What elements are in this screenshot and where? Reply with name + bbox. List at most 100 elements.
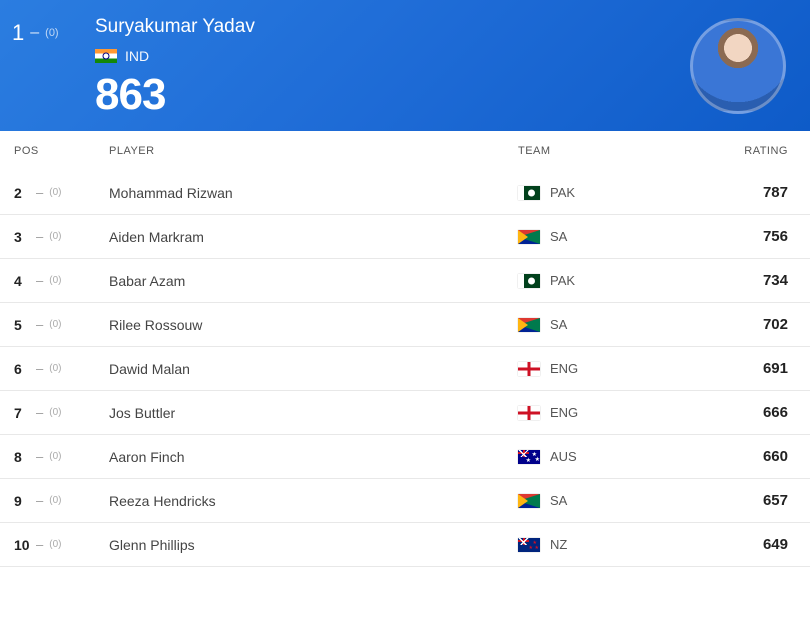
- rating-value: 691: [698, 360, 788, 377]
- table-row[interactable]: 7–(0)Jos ButtlerENG666: [0, 391, 810, 435]
- table-row[interactable]: 10–(0)Glenn PhillipsNZ649: [0, 523, 810, 567]
- pos-cell: 5–(0): [14, 317, 109, 333]
- pos-cell: 3–(0): [14, 229, 109, 245]
- change-value: (0): [49, 187, 61, 198]
- rank-number: 5: [14, 317, 30, 333]
- pos-cell: 6–(0): [14, 361, 109, 377]
- header-player: PLAYER: [109, 145, 518, 157]
- player-avatar-icon: [690, 18, 786, 114]
- change-value: (0): [49, 363, 61, 374]
- hero-ranking-card: 1 – (0) Suryakumar Yadav IND 863: [0, 0, 810, 131]
- rank-number: 6: [14, 361, 30, 377]
- table-row[interactable]: 9–(0)Reeza HendricksSA657: [0, 479, 810, 523]
- team-cell: SA: [518, 317, 698, 332]
- pak-flag-icon: [518, 186, 540, 200]
- pak-flag-icon: [518, 274, 540, 288]
- india-flag-icon: [95, 49, 117, 63]
- change-value: (0): [49, 319, 61, 330]
- player-name: Mohammad Rizwan: [109, 185, 518, 201]
- hero-rank-group: 1 – (0): [12, 20, 59, 46]
- change-value: (0): [49, 231, 61, 242]
- change-value: (0): [49, 451, 61, 462]
- sa-flag-icon: [518, 318, 540, 332]
- table-row[interactable]: 2–(0)Mohammad RizwanPAK787: [0, 171, 810, 215]
- aus-flag-icon: [518, 450, 540, 464]
- change-indicator: –: [36, 185, 43, 200]
- rank-number: 8: [14, 449, 30, 465]
- eng-flag-icon: [518, 362, 540, 376]
- pos-cell: 7–(0): [14, 405, 109, 421]
- team-cell: SA: [518, 493, 698, 508]
- team-code: ENG: [550, 405, 578, 420]
- player-name: Aaron Finch: [109, 449, 518, 465]
- team-cell: NZ: [518, 537, 698, 552]
- table-row[interactable]: 4–(0)Babar Azam PAK 734: [0, 259, 810, 303]
- change-value: (0): [49, 407, 61, 418]
- change-value: (0): [49, 539, 61, 550]
- team-cell: AUS: [518, 449, 698, 464]
- player-name: Rilee Rossouw: [109, 317, 518, 333]
- table-header-row: POS PLAYER TEAM RATING: [0, 131, 810, 171]
- header-rating: RATING: [698, 145, 788, 157]
- team-code: SA: [550, 317, 567, 332]
- rating-value: 660: [698, 448, 788, 465]
- pos-cell: 9–(0): [14, 493, 109, 509]
- team-code: SA: [550, 229, 567, 244]
- player-name: Reeza Hendricks: [109, 493, 518, 509]
- table-row[interactable]: 6–(0)Dawid MalanENG691: [0, 347, 810, 391]
- team-cell: PAK: [518, 273, 698, 288]
- rating-value: 649: [698, 536, 788, 553]
- team-code: AUS: [550, 449, 577, 464]
- change-indicator: –: [36, 317, 43, 332]
- rank-number: 4: [14, 273, 30, 289]
- rank-number: 2: [14, 185, 30, 201]
- change-indicator: –: [36, 493, 43, 508]
- hero-change-value: (0): [45, 27, 58, 39]
- rank-number: 10: [14, 537, 30, 553]
- change-indicator: –: [36, 405, 43, 420]
- hero-change-indicator: –: [30, 24, 39, 42]
- hero-team-code: IND: [125, 48, 149, 64]
- header-team: TEAM: [518, 145, 698, 157]
- team-code: ENG: [550, 361, 578, 376]
- change-indicator: –: [36, 449, 43, 464]
- team-code: PAK: [550, 273, 575, 288]
- hero-position: 1: [12, 20, 24, 46]
- rating-value: 734: [698, 272, 788, 289]
- change-value: (0): [49, 495, 61, 506]
- table-row[interactable]: 3–(0)Aiden MarkramSA756: [0, 215, 810, 259]
- team-cell: ENG: [518, 361, 698, 376]
- rating-value: 657: [698, 492, 788, 509]
- sa-flag-icon: [518, 494, 540, 508]
- rank-number: 7: [14, 405, 30, 421]
- team-cell: PAK: [518, 185, 698, 200]
- change-indicator: –: [36, 537, 43, 552]
- team-cell: SA: [518, 229, 698, 244]
- hero-player-name: Suryakumar Yadav: [95, 16, 790, 38]
- team-code: SA: [550, 493, 567, 508]
- player-name: Glenn Phillips: [109, 537, 518, 553]
- hero-team-row: IND: [95, 48, 790, 64]
- nz-flag-icon: [518, 538, 540, 552]
- rating-value: 666: [698, 404, 788, 421]
- player-name: Babar Azam: [109, 273, 518, 289]
- hero-content: Suryakumar Yadav IND 863: [95, 16, 790, 120]
- change-indicator: –: [36, 361, 43, 376]
- pos-cell: 10–(0): [14, 537, 109, 553]
- team-cell: ENG: [518, 405, 698, 420]
- hero-rating-value: 863: [95, 70, 790, 120]
- pos-cell: 4–(0): [14, 273, 109, 289]
- change-indicator: –: [36, 273, 43, 288]
- rankings-table-body: 2–(0)Mohammad RizwanPAK7873–(0)Aiden Mar…: [0, 171, 810, 567]
- rating-value: 702: [698, 316, 788, 333]
- table-row[interactable]: 5–(0)Rilee RossouwSA702: [0, 303, 810, 347]
- team-code: NZ: [550, 537, 567, 552]
- rank-number: 3: [14, 229, 30, 245]
- eng-flag-icon: [518, 406, 540, 420]
- player-name: Dawid Malan: [109, 361, 518, 377]
- change-indicator: –: [36, 229, 43, 244]
- table-row[interactable]: 8–(0)Aaron FinchAUS660: [0, 435, 810, 479]
- pos-cell: 8–(0): [14, 449, 109, 465]
- rank-number: 9: [14, 493, 30, 509]
- player-name: Jos Buttler: [109, 405, 518, 421]
